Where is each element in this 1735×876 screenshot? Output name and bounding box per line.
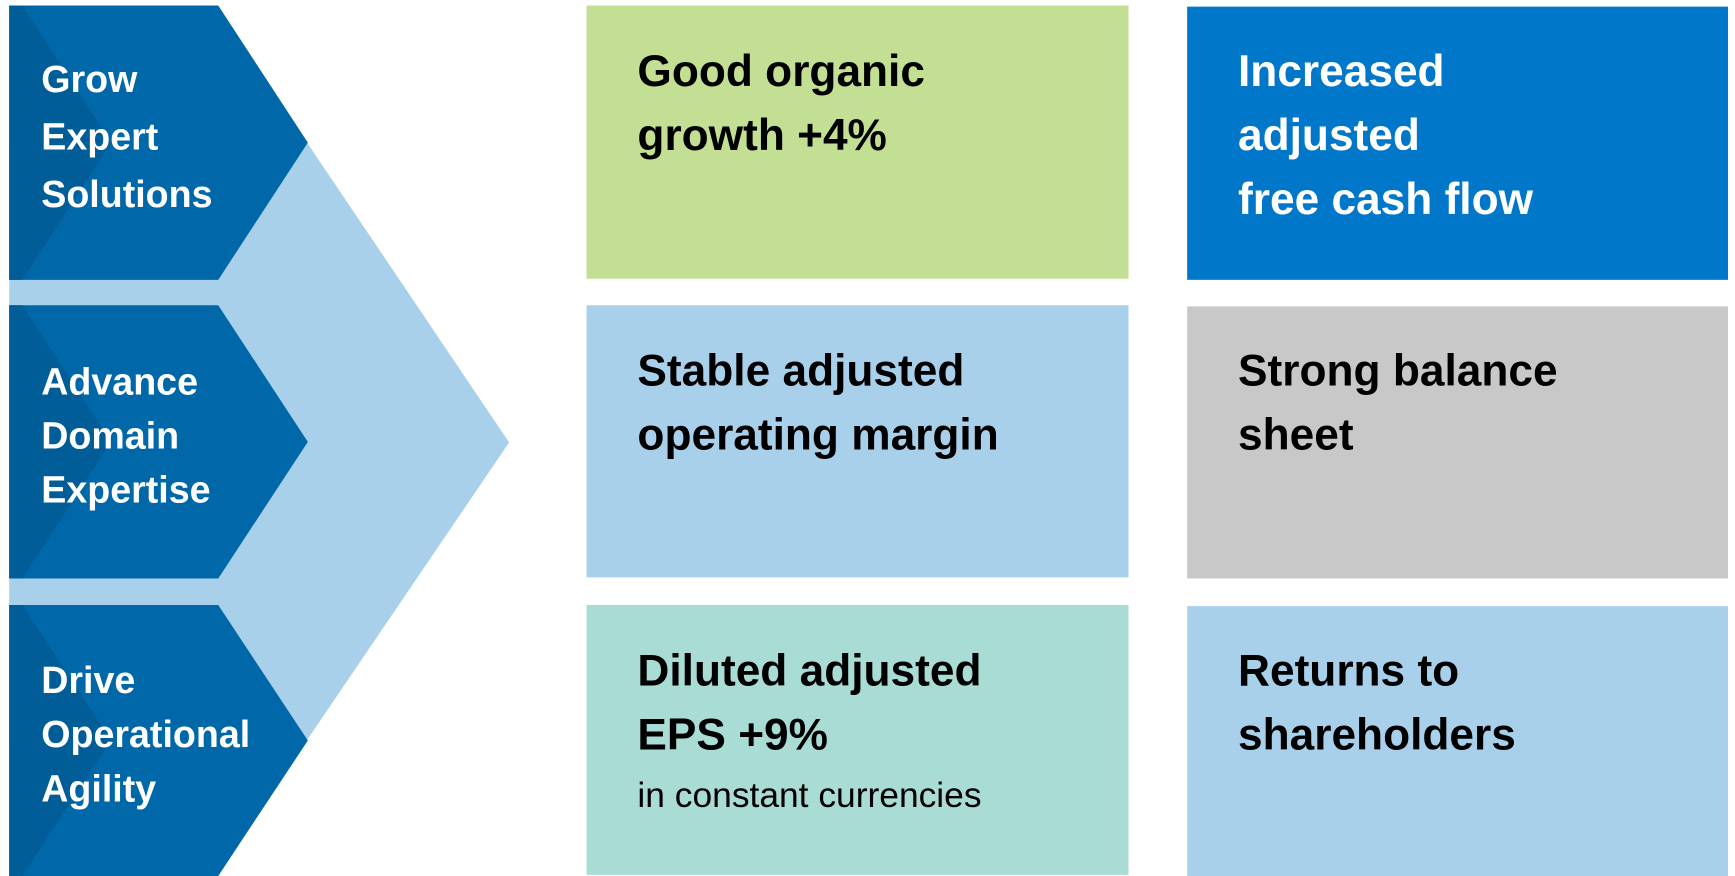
tile-text: Increased	[1238, 47, 1445, 96]
tile-note: in constant currencies	[637, 776, 981, 815]
tile-text: Returns to	[1238, 646, 1459, 695]
pillar-chevron	[9, 305, 308, 579]
pillar-chevron	[9, 5, 308, 280]
pillar-chevron	[9, 605, 308, 876]
pillar-shade	[9, 605, 111, 876]
tile	[1187, 6, 1729, 280]
tile-text: growth +4%	[637, 111, 886, 160]
pillar-label: Solutions	[41, 173, 212, 215]
pillar-label: Advance	[41, 360, 198, 402]
tile	[1187, 306, 1729, 579]
pillar-label: Domain	[41, 414, 179, 456]
pillar-label: Expertise	[41, 469, 210, 511]
tile-text: shareholders	[1238, 710, 1516, 759]
tile-text: operating margin	[637, 411, 998, 460]
tile-text: Good organic	[637, 47, 925, 96]
pillar-label: Grow	[41, 58, 138, 100]
tile	[586, 305, 1129, 578]
tile-text: adjusted	[1238, 111, 1420, 160]
tile-text: Stable adjusted	[637, 347, 964, 396]
pillar-label: Operational	[41, 713, 250, 755]
pillar-shade	[9, 305, 111, 579]
pillar-label: Drive	[41, 659, 135, 701]
tile	[586, 605, 1129, 875]
pillar-label: Agility	[41, 767, 156, 809]
tile-text: free cash flow	[1238, 175, 1534, 224]
tile-text: Diluted adjusted	[637, 646, 981, 695]
tile	[1187, 606, 1729, 876]
pillar-shade	[9, 5, 111, 280]
pillar-label: Expert	[41, 115, 158, 157]
tile-text: sheet	[1238, 411, 1354, 460]
tile	[586, 5, 1129, 279]
tile-text: Strong balance	[1238, 347, 1558, 396]
tile-text: EPS +9%	[637, 710, 828, 759]
